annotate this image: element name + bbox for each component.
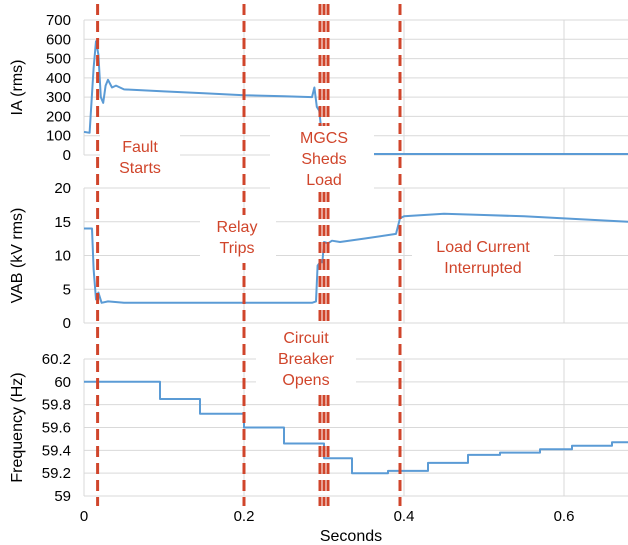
x-tick-label: 0.6 xyxy=(554,508,575,525)
annotation-text: Breaker xyxy=(278,351,335,368)
y-tick-label: 59 xyxy=(54,488,71,505)
y-axis-label: IA (rms) xyxy=(9,60,26,116)
y-tick-label: 400 xyxy=(46,70,71,87)
y-tick-label: 10 xyxy=(54,248,71,265)
annotation-background xyxy=(256,326,356,394)
annotation-background xyxy=(200,215,276,263)
y-tick-label: 20 xyxy=(54,180,71,197)
panel-current: 0 100 200 300 400 500 600 700 IA (rms) xyxy=(9,12,628,164)
y-tick-label: 60 xyxy=(54,374,71,391)
annotation-text: Relay xyxy=(217,219,258,236)
y-tick-label: 600 xyxy=(46,31,71,48)
y-tick-label: 0 xyxy=(63,147,71,164)
y-tick-label: 15 xyxy=(54,214,71,231)
y-tick-label: 5 xyxy=(63,281,71,298)
y-tick-label: 500 xyxy=(46,51,71,68)
annotation-text: Trips xyxy=(220,240,255,257)
y-tick-label: 100 xyxy=(46,128,71,145)
y-tick-label: 59.6 xyxy=(42,420,71,437)
series-line-frequency xyxy=(84,380,628,475)
annotation-text: Opens xyxy=(282,372,329,389)
y-tick-label: 59.8 xyxy=(42,397,71,414)
y-tick-label: 59.2 xyxy=(42,465,71,482)
x-tick-label: 0 xyxy=(80,508,88,525)
y-axis-label: VAB (kV rms) xyxy=(9,208,26,304)
x-axis-label: Seconds xyxy=(320,528,382,545)
y-tick-label: 60.2 xyxy=(42,351,71,368)
y-axis-label: Frequency (Hz) xyxy=(9,372,26,482)
y-tick-label: 700 xyxy=(46,12,71,29)
annotation-text: Circuit xyxy=(283,330,329,347)
y-tick-label: 0 xyxy=(63,315,71,332)
x-tick-label: 0.2 xyxy=(234,508,255,525)
annotation-background xyxy=(412,235,554,283)
annotation-text: Fault xyxy=(122,139,158,156)
annotation-text: Starts xyxy=(119,160,161,177)
annotation-fault: Fault Starts xyxy=(100,135,180,183)
y-tick-label: 200 xyxy=(46,108,71,125)
y-tick-label: 300 xyxy=(46,89,71,106)
x-tick-label: 0.4 xyxy=(394,508,415,525)
annotation-text: Load Current xyxy=(436,239,530,256)
annotation-relay: Relay Trips xyxy=(200,215,276,263)
annotation-mgcs: MGCS Sheds Load xyxy=(270,126,374,192)
annotation-text: Load xyxy=(306,172,342,189)
annotation-background xyxy=(270,126,374,192)
annotation-text: Sheds xyxy=(301,151,346,168)
annotation-text: Interrupted xyxy=(444,260,521,277)
annotation-interrupt: Load Current Interrupted xyxy=(412,235,554,283)
y-tick-label: 59.4 xyxy=(42,442,71,459)
annotation-background xyxy=(100,135,180,183)
annotation-breaker: Circuit Breaker Opens xyxy=(256,326,356,394)
annotation-text: MGCS xyxy=(300,130,348,147)
